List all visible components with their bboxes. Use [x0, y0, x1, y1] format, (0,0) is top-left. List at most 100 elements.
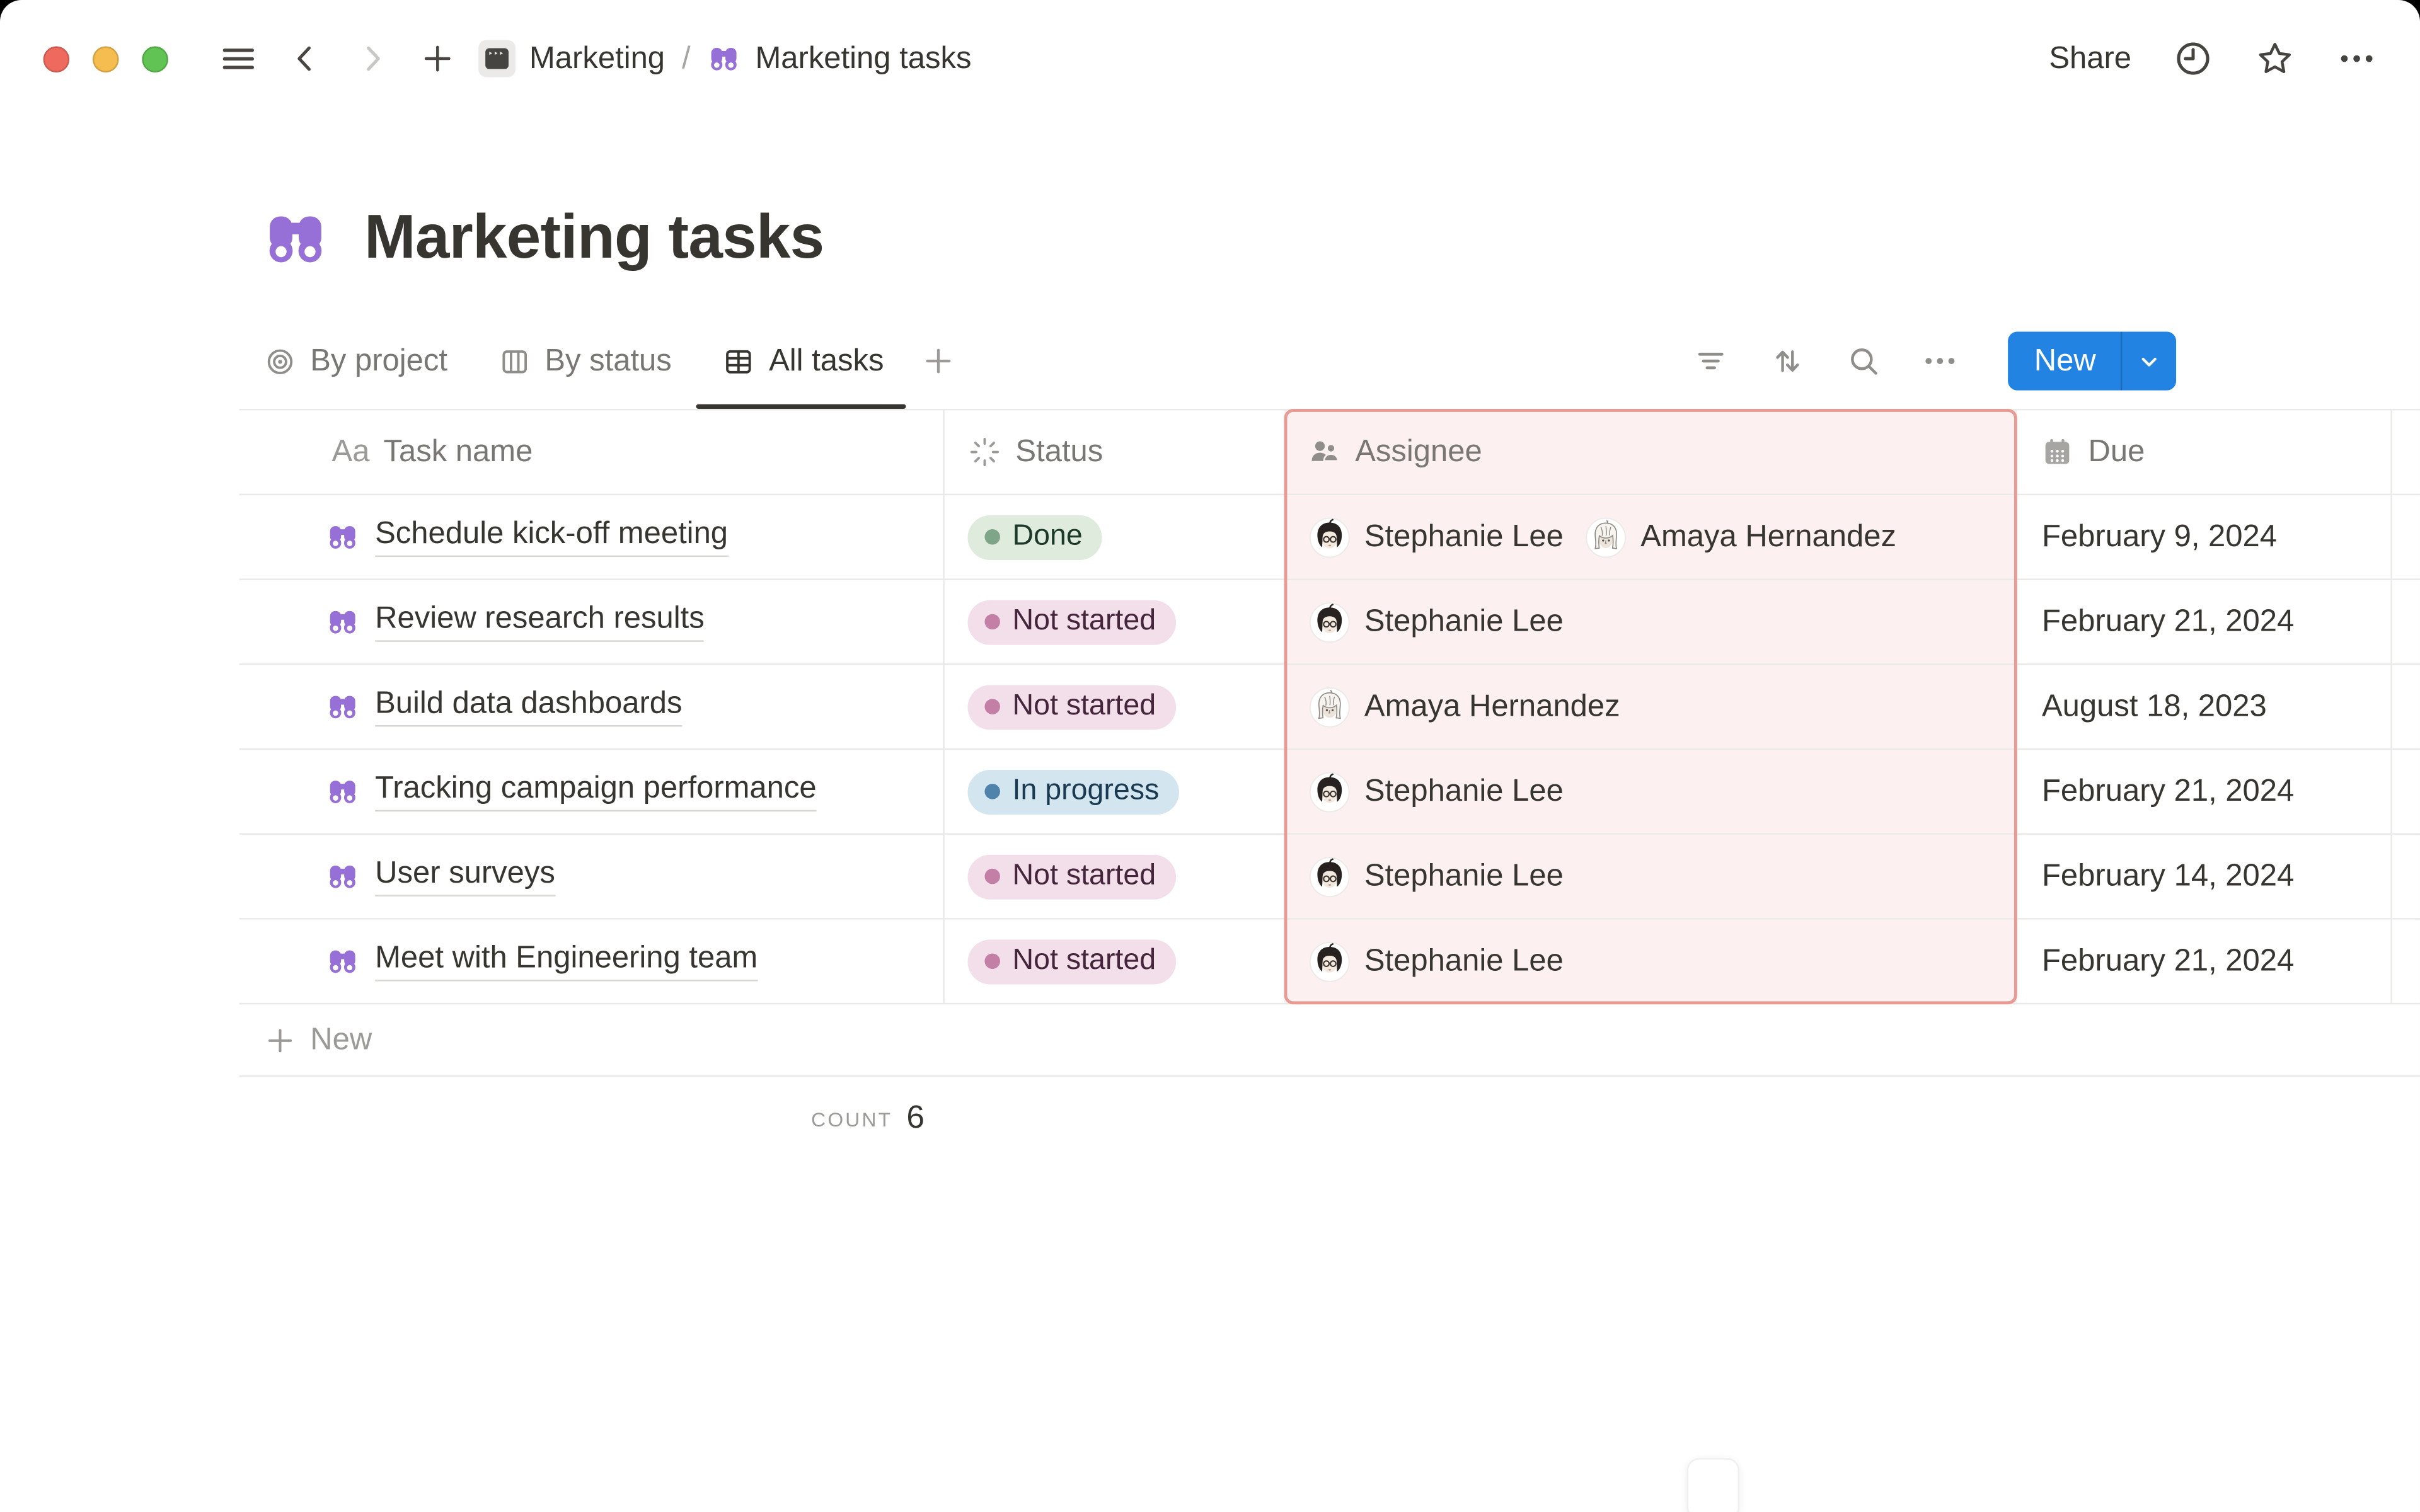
column-header-due[interactable]: Due — [2017, 410, 2392, 494]
assignee-chip[interactable]: Amaya Hernandez — [1309, 686, 1620, 728]
binoculars-icon — [326, 520, 360, 554]
status-label: Not started — [1012, 689, 1156, 723]
page-title: Marketing tasks — [364, 203, 824, 272]
chevron-down-icon — [2136, 348, 2162, 374]
breadcrumb-parent[interactable]: Marketing — [529, 40, 666, 75]
column-header-spacer — [2392, 410, 2420, 493]
due-cell[interactable]: February 21, 2024 — [2017, 919, 2392, 1003]
status-cell[interactable]: Done — [945, 495, 1284, 578]
due-cell[interactable]: February 14, 2024 — [2017, 834, 2392, 919]
breadcrumb-current[interactable]: Marketing tasks — [755, 40, 972, 75]
assignee-cell[interactable]: Stephanie Lee — [1284, 919, 2017, 1003]
add-row-button[interactable]: New — [239, 1004, 2420, 1077]
marketing-page-icon[interactable] — [478, 40, 516, 77]
new-button-divider — [2120, 331, 2123, 391]
assignee-chip[interactable]: Stephanie Lee — [1309, 516, 1564, 558]
row-spacer — [2392, 495, 2420, 578]
status-badge[interactable]: Not started — [967, 599, 1176, 644]
table-row[interactable]: Tracking campaign performance In progres… — [239, 750, 2420, 835]
search-icon[interactable] — [1846, 341, 1881, 381]
status-cell[interactable]: In progress — [945, 750, 1284, 833]
status-badge[interactable]: Done — [967, 514, 1103, 559]
assignee-cell[interactable]: Stephanie Lee — [1284, 580, 2017, 664]
back-icon[interactable] — [289, 38, 323, 79]
more-options-icon[interactable] — [2337, 38, 2377, 79]
due-cell[interactable]: February 21, 2024 — [2017, 750, 2392, 833]
traffic-lights — [43, 45, 168, 72]
due-cell[interactable]: February 9, 2024 — [2017, 495, 2392, 579]
tab-by-status[interactable]: By status — [498, 313, 672, 409]
new-dropdown-button[interactable] — [2122, 332, 2176, 391]
column-header-assignee[interactable]: Assignee — [1284, 410, 2017, 494]
column-label: Due — [2088, 434, 2145, 469]
updates-clock-icon[interactable] — [2173, 38, 2213, 79]
assignee-chip[interactable]: Stephanie Lee — [1309, 941, 1564, 982]
forward-icon[interactable] — [355, 38, 389, 79]
status-cell[interactable]: Not started — [945, 835, 1284, 918]
due-date: February 21, 2024 — [2041, 943, 2295, 978]
assignee-name: Amaya Hernandez — [1640, 519, 1896, 553]
favorite-star-icon[interactable] — [2255, 38, 2295, 79]
status-badge[interactable]: In progress — [967, 769, 1180, 814]
new-page-icon[interactable] — [422, 38, 454, 79]
assignee-cell[interactable]: Stephanie Lee Amaya Hernandez — [1284, 495, 2017, 579]
new-button[interactable]: New — [2034, 343, 2096, 377]
avatar — [1309, 856, 1351, 897]
table-row[interactable]: User surveys Not started Stephanie Lee F… — [239, 834, 2420, 920]
aggregate-row[interactable]: COUNT 6 — [239, 1077, 945, 1160]
sidebar-toggle-icon[interactable] — [221, 38, 256, 79]
task-cell[interactable]: Meet with Engineering team — [239, 919, 945, 1003]
task-title-link[interactable]: Tracking campaign performance — [375, 771, 817, 812]
row-spacer — [2392, 750, 2420, 833]
table-header-row: Aa Task name Status Assignee Due — [239, 408, 2420, 496]
status-badge[interactable]: Not started — [967, 939, 1176, 984]
assignee-chip[interactable]: Stephanie Lee — [1309, 601, 1564, 643]
task-title-link[interactable]: Schedule kick-off meeting — [375, 517, 729, 558]
task-cell[interactable]: Schedule kick-off meeting — [239, 495, 945, 579]
task-title-link[interactable]: Meet with Engineering team — [375, 941, 758, 982]
status-dot — [984, 529, 1000, 545]
column-label: Assignee — [1355, 434, 1482, 469]
corner-widget[interactable] — [1686, 1458, 1739, 1512]
zoom-window-button[interactable] — [142, 45, 168, 72]
task-cell[interactable]: Tracking campaign performance — [239, 750, 945, 833]
tab-by-project[interactable]: By project — [264, 313, 447, 409]
task-title-link[interactable]: User surveys — [375, 856, 555, 896]
table-row[interactable]: Build data dashboards Not started Amaya … — [239, 665, 2420, 750]
minimize-window-button[interactable] — [92, 45, 119, 72]
page-icon-binoculars[interactable] — [261, 203, 330, 273]
add-view-icon[interactable] — [923, 341, 954, 381]
column-header-task-name[interactable]: Aa Task name — [239, 410, 945, 494]
assignee-chip[interactable]: Amaya Hernandez — [1585, 516, 1896, 558]
tab-all-tasks[interactable]: All tasks — [696, 313, 907, 409]
assignee-cell[interactable]: Amaya Hernandez — [1284, 665, 2017, 748]
share-button[interactable]: Share — [2049, 40, 2132, 75]
table-row[interactable]: Schedule kick-off meeting Done Stephanie… — [239, 495, 2420, 580]
close-window-button[interactable] — [43, 45, 70, 72]
assignee-cell[interactable]: Stephanie Lee — [1284, 750, 2017, 833]
board-icon — [498, 345, 531, 377]
binoculars-icon — [326, 690, 360, 724]
assignee-chip[interactable]: Stephanie Lee — [1309, 856, 1564, 897]
table-row[interactable]: Review research results Not started Step… — [239, 580, 2420, 665]
table-row[interactable]: Meet with Engineering team Not started S… — [239, 919, 2420, 1005]
assignee-cell[interactable]: Stephanie Lee — [1284, 834, 2017, 919]
sort-icon[interactable] — [1768, 341, 1806, 381]
status-cell[interactable]: Not started — [945, 580, 1284, 663]
task-cell[interactable]: Review research results — [239, 580, 945, 664]
view-options-icon[interactable] — [1922, 341, 1959, 381]
task-title-link[interactable]: Build data dashboards — [375, 687, 683, 727]
task-title-link[interactable]: Review research results — [375, 602, 705, 642]
status-cell[interactable]: Not started — [945, 920, 1284, 1003]
column-header-status[interactable]: Status — [945, 410, 1284, 493]
due-cell[interactable]: August 18, 2023 — [2017, 665, 2392, 748]
status-badge[interactable]: Not started — [967, 684, 1176, 730]
task-cell[interactable]: User surveys — [239, 834, 945, 919]
filter-icon[interactable] — [1693, 341, 1728, 381]
due-cell[interactable]: February 21, 2024 — [2017, 580, 2392, 664]
task-cell[interactable]: Build data dashboards — [239, 665, 945, 748]
assignee-chip[interactable]: Stephanie Lee — [1309, 770, 1564, 812]
status-cell[interactable]: Not started — [945, 665, 1284, 748]
status-badge[interactable]: Not started — [967, 854, 1176, 899]
